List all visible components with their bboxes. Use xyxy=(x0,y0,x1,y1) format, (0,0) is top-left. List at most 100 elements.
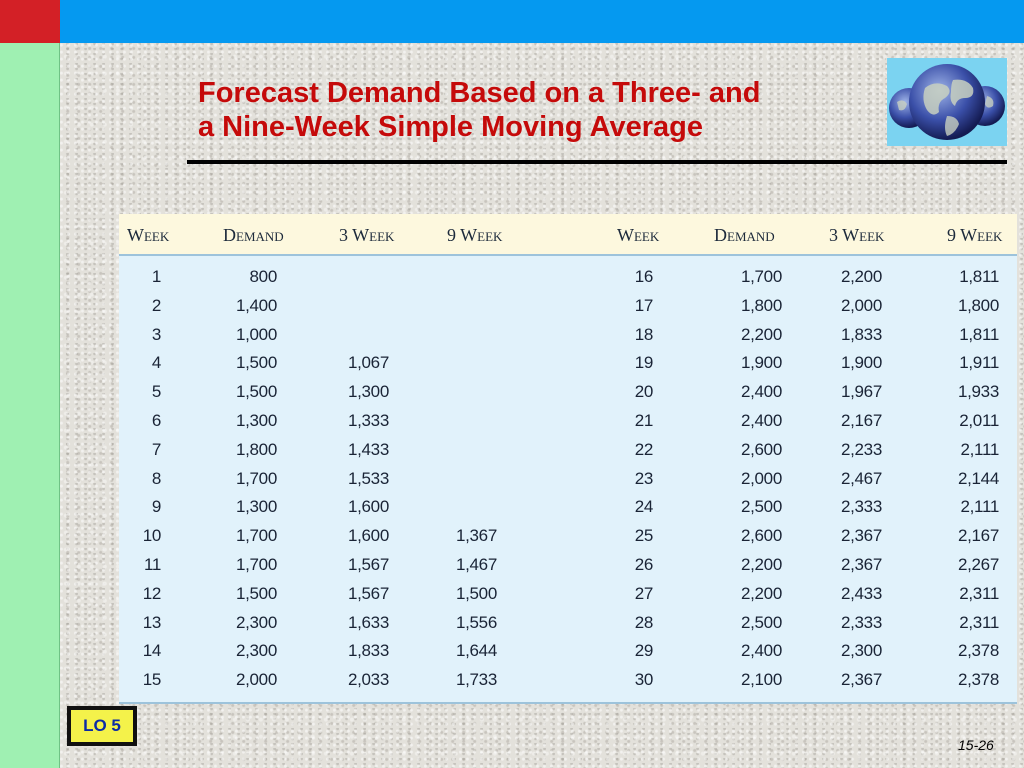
cell-demand-right: 2,500 xyxy=(740,497,782,517)
cell-demand-left: 800 xyxy=(249,267,278,286)
cell-week-left: 5 xyxy=(151,382,161,402)
cell-demand-right: 2,600 xyxy=(740,526,782,546)
cell-nine-week-right: 2,111 xyxy=(960,497,999,517)
cell-week-right: 16 xyxy=(634,267,654,286)
header-9week-right: 9 Week xyxy=(947,225,1003,245)
cell-three-week-left: 2,033 xyxy=(347,670,389,690)
cell-demand-right: 2,400 xyxy=(740,411,782,430)
cell-demand-left: 2,000 xyxy=(235,670,277,690)
cell-three-week-left: 1,300 xyxy=(347,382,389,402)
cell-nine-week-right: 2,144 xyxy=(957,468,999,488)
cell-week-left: 4 xyxy=(151,353,161,373)
cell-nine-week-right: 2,378 xyxy=(957,641,999,661)
cell-three-week-right: 2,433 xyxy=(840,583,882,603)
cell-demand-left: 1,800 xyxy=(235,439,277,459)
cell-nine-week-right: 1,933 xyxy=(957,382,999,402)
cell-week-left: 1 xyxy=(151,267,161,286)
cell-week-right: 26 xyxy=(634,555,654,574)
cell-week-left: 15 xyxy=(142,670,162,690)
title-line-2: a Nine-Week Simple Moving Average xyxy=(198,111,703,143)
cell-three-week-right: 2,367 xyxy=(840,555,882,574)
title-divider xyxy=(187,160,1007,164)
cell-three-week-right: 2,333 xyxy=(840,612,882,632)
header-3week-right: 3 Week xyxy=(829,225,885,245)
cell-nine-week-right: 2,267 xyxy=(957,555,999,574)
cell-nine-week-left: 1,500 xyxy=(455,583,497,603)
cell-three-week-right: 1,833 xyxy=(840,324,882,344)
title-line-1: Forecast Demand Based on a Three- and xyxy=(198,77,761,109)
header-demand-right: Demand xyxy=(714,225,775,245)
cell-three-week-right: 2,367 xyxy=(840,670,882,690)
cell-demand-left: 2,300 xyxy=(235,641,277,661)
cell-demand-right: 2,100 xyxy=(740,670,782,690)
cell-three-week-right: 2,167 xyxy=(840,411,882,430)
slide-title: Forecast Demand Based on a Three- and a … xyxy=(198,76,878,144)
cell-week-right: 18 xyxy=(634,324,654,344)
cell-demand-right: 2,400 xyxy=(740,382,782,402)
cell-demand-left: 1,300 xyxy=(235,411,277,430)
cell-demand-right: 1,700 xyxy=(740,267,782,286)
cell-week-right: 29 xyxy=(634,641,654,661)
cell-nine-week-right: 2,378 xyxy=(957,670,999,690)
cell-demand-left: 1,500 xyxy=(235,353,277,373)
header-week-left: Week xyxy=(127,225,170,245)
cell-week-left: 13 xyxy=(142,612,162,632)
cell-demand-right: 1,900 xyxy=(740,353,782,373)
cell-week-right: 20 xyxy=(634,382,654,402)
cell-demand-left: 2,300 xyxy=(235,612,277,632)
globe-icon xyxy=(887,58,1007,146)
cell-week-left: 3 xyxy=(151,324,161,344)
cell-nine-week-right: 2,011 xyxy=(959,411,999,430)
cell-three-week-right: 2,467 xyxy=(840,468,882,488)
cell-three-week-right: 2,233 xyxy=(840,439,882,459)
cell-week-right: 23 xyxy=(634,468,654,488)
cell-three-week-right: 2,367 xyxy=(840,526,882,546)
cell-week-left: 12 xyxy=(142,583,162,603)
cell-three-week-right: 2,200 xyxy=(840,267,882,286)
cell-week-right: 30 xyxy=(634,670,654,690)
cell-demand-right: 2,000 xyxy=(740,468,782,488)
cell-nine-week-left: 1,733 xyxy=(455,670,497,690)
lo-label: LO 5 xyxy=(71,710,133,742)
cell-nine-week-left: 1,556 xyxy=(455,612,497,632)
cell-nine-week-left: 1,644 xyxy=(455,641,497,661)
cell-three-week-left: 1,600 xyxy=(347,497,389,517)
cell-week-left: 7 xyxy=(151,439,161,459)
header-demand-left: Demand xyxy=(223,225,284,245)
side-banner xyxy=(0,43,60,768)
cell-demand-right: 2,200 xyxy=(740,555,782,574)
cell-week-right: 19 xyxy=(634,353,654,373)
cell-three-week-right: 1,900 xyxy=(840,353,882,373)
page-number: 15-26 xyxy=(958,737,994,753)
cell-three-week-right: 2,300 xyxy=(840,641,882,661)
cell-three-week-left: 1,567 xyxy=(347,555,389,574)
cell-nine-week-right: 2,311 xyxy=(959,583,999,603)
cell-three-week-left: 1,533 xyxy=(347,468,389,488)
header-9week-left: 9 Week xyxy=(447,225,503,245)
cell-nine-week-right: 1,911 xyxy=(959,353,999,373)
cell-three-week-left: 1,633 xyxy=(347,612,389,632)
cell-week-left: 10 xyxy=(142,526,162,546)
cell-nine-week-right: 2,111 xyxy=(960,439,999,459)
cell-three-week-left: 1,067 xyxy=(347,353,389,373)
cell-demand-left: 1,300 xyxy=(235,497,277,517)
cell-week-left: 9 xyxy=(151,497,161,517)
cell-demand-left: 1,700 xyxy=(235,468,277,488)
cell-demand-right: 1,800 xyxy=(740,295,782,315)
learning-objective-badge: LO 5 xyxy=(67,706,137,746)
cell-three-week-left: 1,567 xyxy=(347,583,389,603)
cell-week-left: 11 xyxy=(143,555,161,574)
cell-week-left: 14 xyxy=(142,641,162,661)
cell-three-week-right: 1,967 xyxy=(840,382,882,402)
cell-week-right: 27 xyxy=(634,583,654,603)
cell-demand-left: 1,400 xyxy=(235,295,277,315)
cell-demand-right: 2,200 xyxy=(740,324,782,344)
cell-three-week-left: 1,600 xyxy=(347,526,389,546)
cell-demand-right: 2,600 xyxy=(740,439,782,459)
cell-week-left: 8 xyxy=(151,468,161,488)
cell-week-right: 22 xyxy=(634,439,654,459)
cell-week-right: 21 xyxy=(634,411,654,430)
header-3week-left: 3 Week xyxy=(339,225,395,245)
cell-nine-week-left: 1,367 xyxy=(455,526,497,546)
cell-nine-week-right: 1,811 xyxy=(959,267,999,286)
